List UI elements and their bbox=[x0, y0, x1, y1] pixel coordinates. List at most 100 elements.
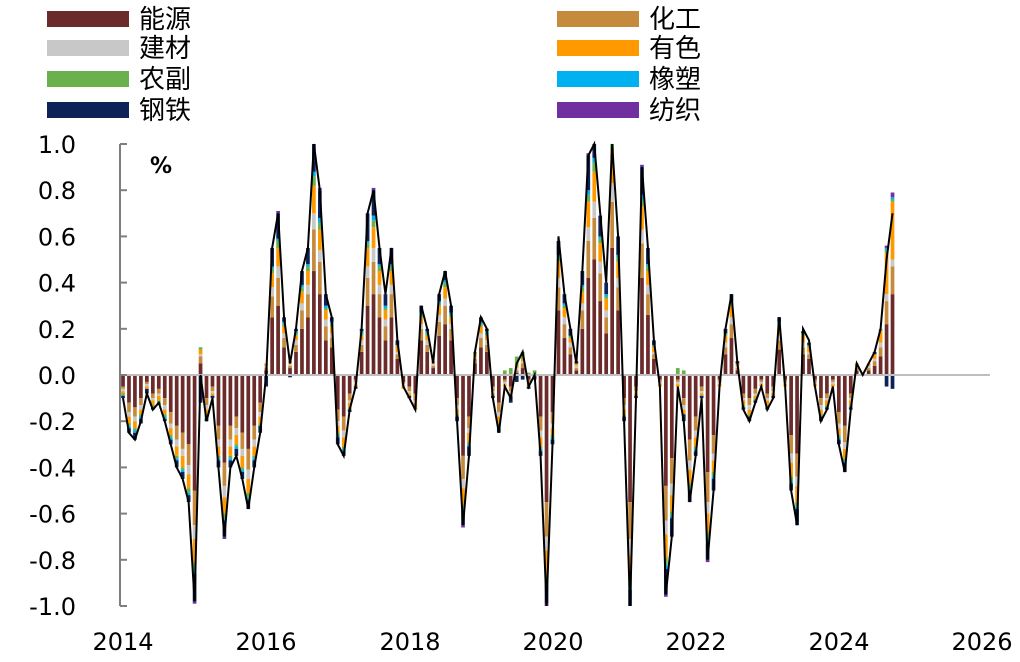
bar-segment bbox=[282, 326, 286, 334]
bar-segment bbox=[616, 287, 620, 311]
bar-segment bbox=[139, 375, 143, 399]
bar-segment bbox=[198, 363, 203, 375]
bar-segment bbox=[210, 391, 215, 394]
bar-segment bbox=[872, 358, 877, 362]
bar-segment bbox=[306, 264, 310, 267]
legend-swatch bbox=[557, 11, 639, 27]
bar-segment bbox=[127, 411, 131, 417]
bar-segment bbox=[580, 291, 585, 304]
bar-segment bbox=[186, 465, 191, 475]
bar-segment bbox=[318, 261, 322, 295]
bar-segment bbox=[884, 294, 889, 302]
bar-segment bbox=[562, 308, 567, 318]
bar-segment bbox=[520, 358, 525, 362]
bar-segment bbox=[890, 375, 895, 389]
y-tick-label: -0.4 bbox=[29, 454, 76, 482]
bar-segment bbox=[669, 375, 674, 459]
bar-segment bbox=[735, 370, 740, 375]
bar-segment bbox=[174, 458, 179, 461]
bar-segment bbox=[276, 266, 280, 278]
bar-segment bbox=[306, 317, 310, 375]
bar-segment bbox=[467, 416, 471, 429]
bar-segment bbox=[723, 342, 728, 348]
bar-segment bbox=[282, 347, 286, 375]
bar-segment bbox=[312, 213, 316, 230]
bar-segment bbox=[479, 347, 483, 375]
bar-segment bbox=[341, 416, 346, 431]
bar-segment bbox=[711, 460, 716, 473]
bar-segment bbox=[139, 414, 143, 417]
bar-segment bbox=[616, 277, 620, 288]
bar-segment bbox=[663, 375, 668, 486]
bar-segment bbox=[121, 391, 125, 394]
bar-segment bbox=[234, 444, 239, 447]
bar-segment bbox=[574, 365, 579, 369]
bar-segment bbox=[520, 361, 525, 364]
bar-segment bbox=[777, 340, 782, 350]
bar-segment bbox=[180, 467, 185, 470]
bar-segment bbox=[508, 375, 513, 387]
bar-segment bbox=[431, 363, 436, 366]
bar-segment bbox=[371, 187, 376, 191]
bar-segment bbox=[121, 388, 125, 392]
bar-segment bbox=[807, 354, 811, 359]
bar-segment bbox=[496, 423, 501, 426]
bar-segment bbox=[383, 340, 388, 375]
bar-segment bbox=[652, 347, 656, 352]
bar-segment bbox=[681, 405, 686, 410]
bar-segment bbox=[276, 210, 280, 214]
bar-segment bbox=[461, 455, 465, 479]
bar-segment bbox=[502, 379, 507, 382]
bar-segment bbox=[377, 294, 382, 318]
bar-segment bbox=[425, 335, 430, 341]
bar-segment bbox=[192, 601, 197, 604]
bar-segment bbox=[276, 238, 280, 242]
bar-segment bbox=[180, 375, 185, 433]
bar-segment bbox=[574, 368, 579, 371]
bar-segment bbox=[747, 375, 752, 399]
bar-segment bbox=[186, 492, 191, 496]
bar-segment bbox=[246, 469, 251, 479]
bar-segment bbox=[514, 356, 519, 366]
bar-segment bbox=[496, 375, 501, 403]
bar-segment bbox=[228, 425, 233, 440]
bar-segment bbox=[675, 379, 680, 382]
bar-segment bbox=[156, 395, 161, 401]
bar-segment bbox=[389, 284, 394, 295]
bar-segment bbox=[610, 201, 614, 248]
bar-segment bbox=[831, 384, 835, 387]
bar-segment bbox=[174, 439, 179, 447]
bar-segment bbox=[127, 402, 131, 412]
bar-segment bbox=[288, 363, 292, 366]
bar-segment bbox=[306, 294, 310, 318]
bar-segment bbox=[300, 284, 304, 288]
bar-segment bbox=[139, 405, 143, 410]
bar-segment bbox=[729, 305, 734, 318]
y-tick-labels: 1.0 0.8 0.6 0.4 0.2 0.0 -0.2 -0.4 -0.6 -0.8 -1.0 bbox=[29, 131, 76, 621]
bar-segment bbox=[139, 398, 143, 406]
bar-segment bbox=[133, 421, 137, 429]
plot-area bbox=[119, 140, 990, 607]
bar-segment bbox=[306, 284, 310, 295]
bar-segment bbox=[687, 483, 692, 489]
bar-segment bbox=[854, 370, 859, 375]
bar-segment bbox=[538, 430, 543, 438]
bar-segment bbox=[425, 351, 430, 375]
bar-segment bbox=[622, 375, 626, 399]
bar-segment bbox=[640, 243, 644, 278]
bar-segment bbox=[276, 305, 280, 375]
bar-segment bbox=[544, 375, 549, 503]
bar-segment bbox=[228, 458, 233, 461]
bar-segment bbox=[848, 398, 853, 401]
bar-segment bbox=[753, 388, 758, 394]
y-tick-label: -0.2 bbox=[29, 408, 76, 436]
bar-segment bbox=[300, 303, 304, 311]
bar-segment bbox=[485, 340, 489, 345]
bar-segment bbox=[687, 375, 692, 440]
bar-segment bbox=[240, 455, 245, 468]
bar-segment bbox=[890, 192, 895, 198]
bar-segment bbox=[556, 287, 561, 311]
bar-segment bbox=[813, 375, 817, 380]
bar-segment bbox=[759, 375, 764, 380]
